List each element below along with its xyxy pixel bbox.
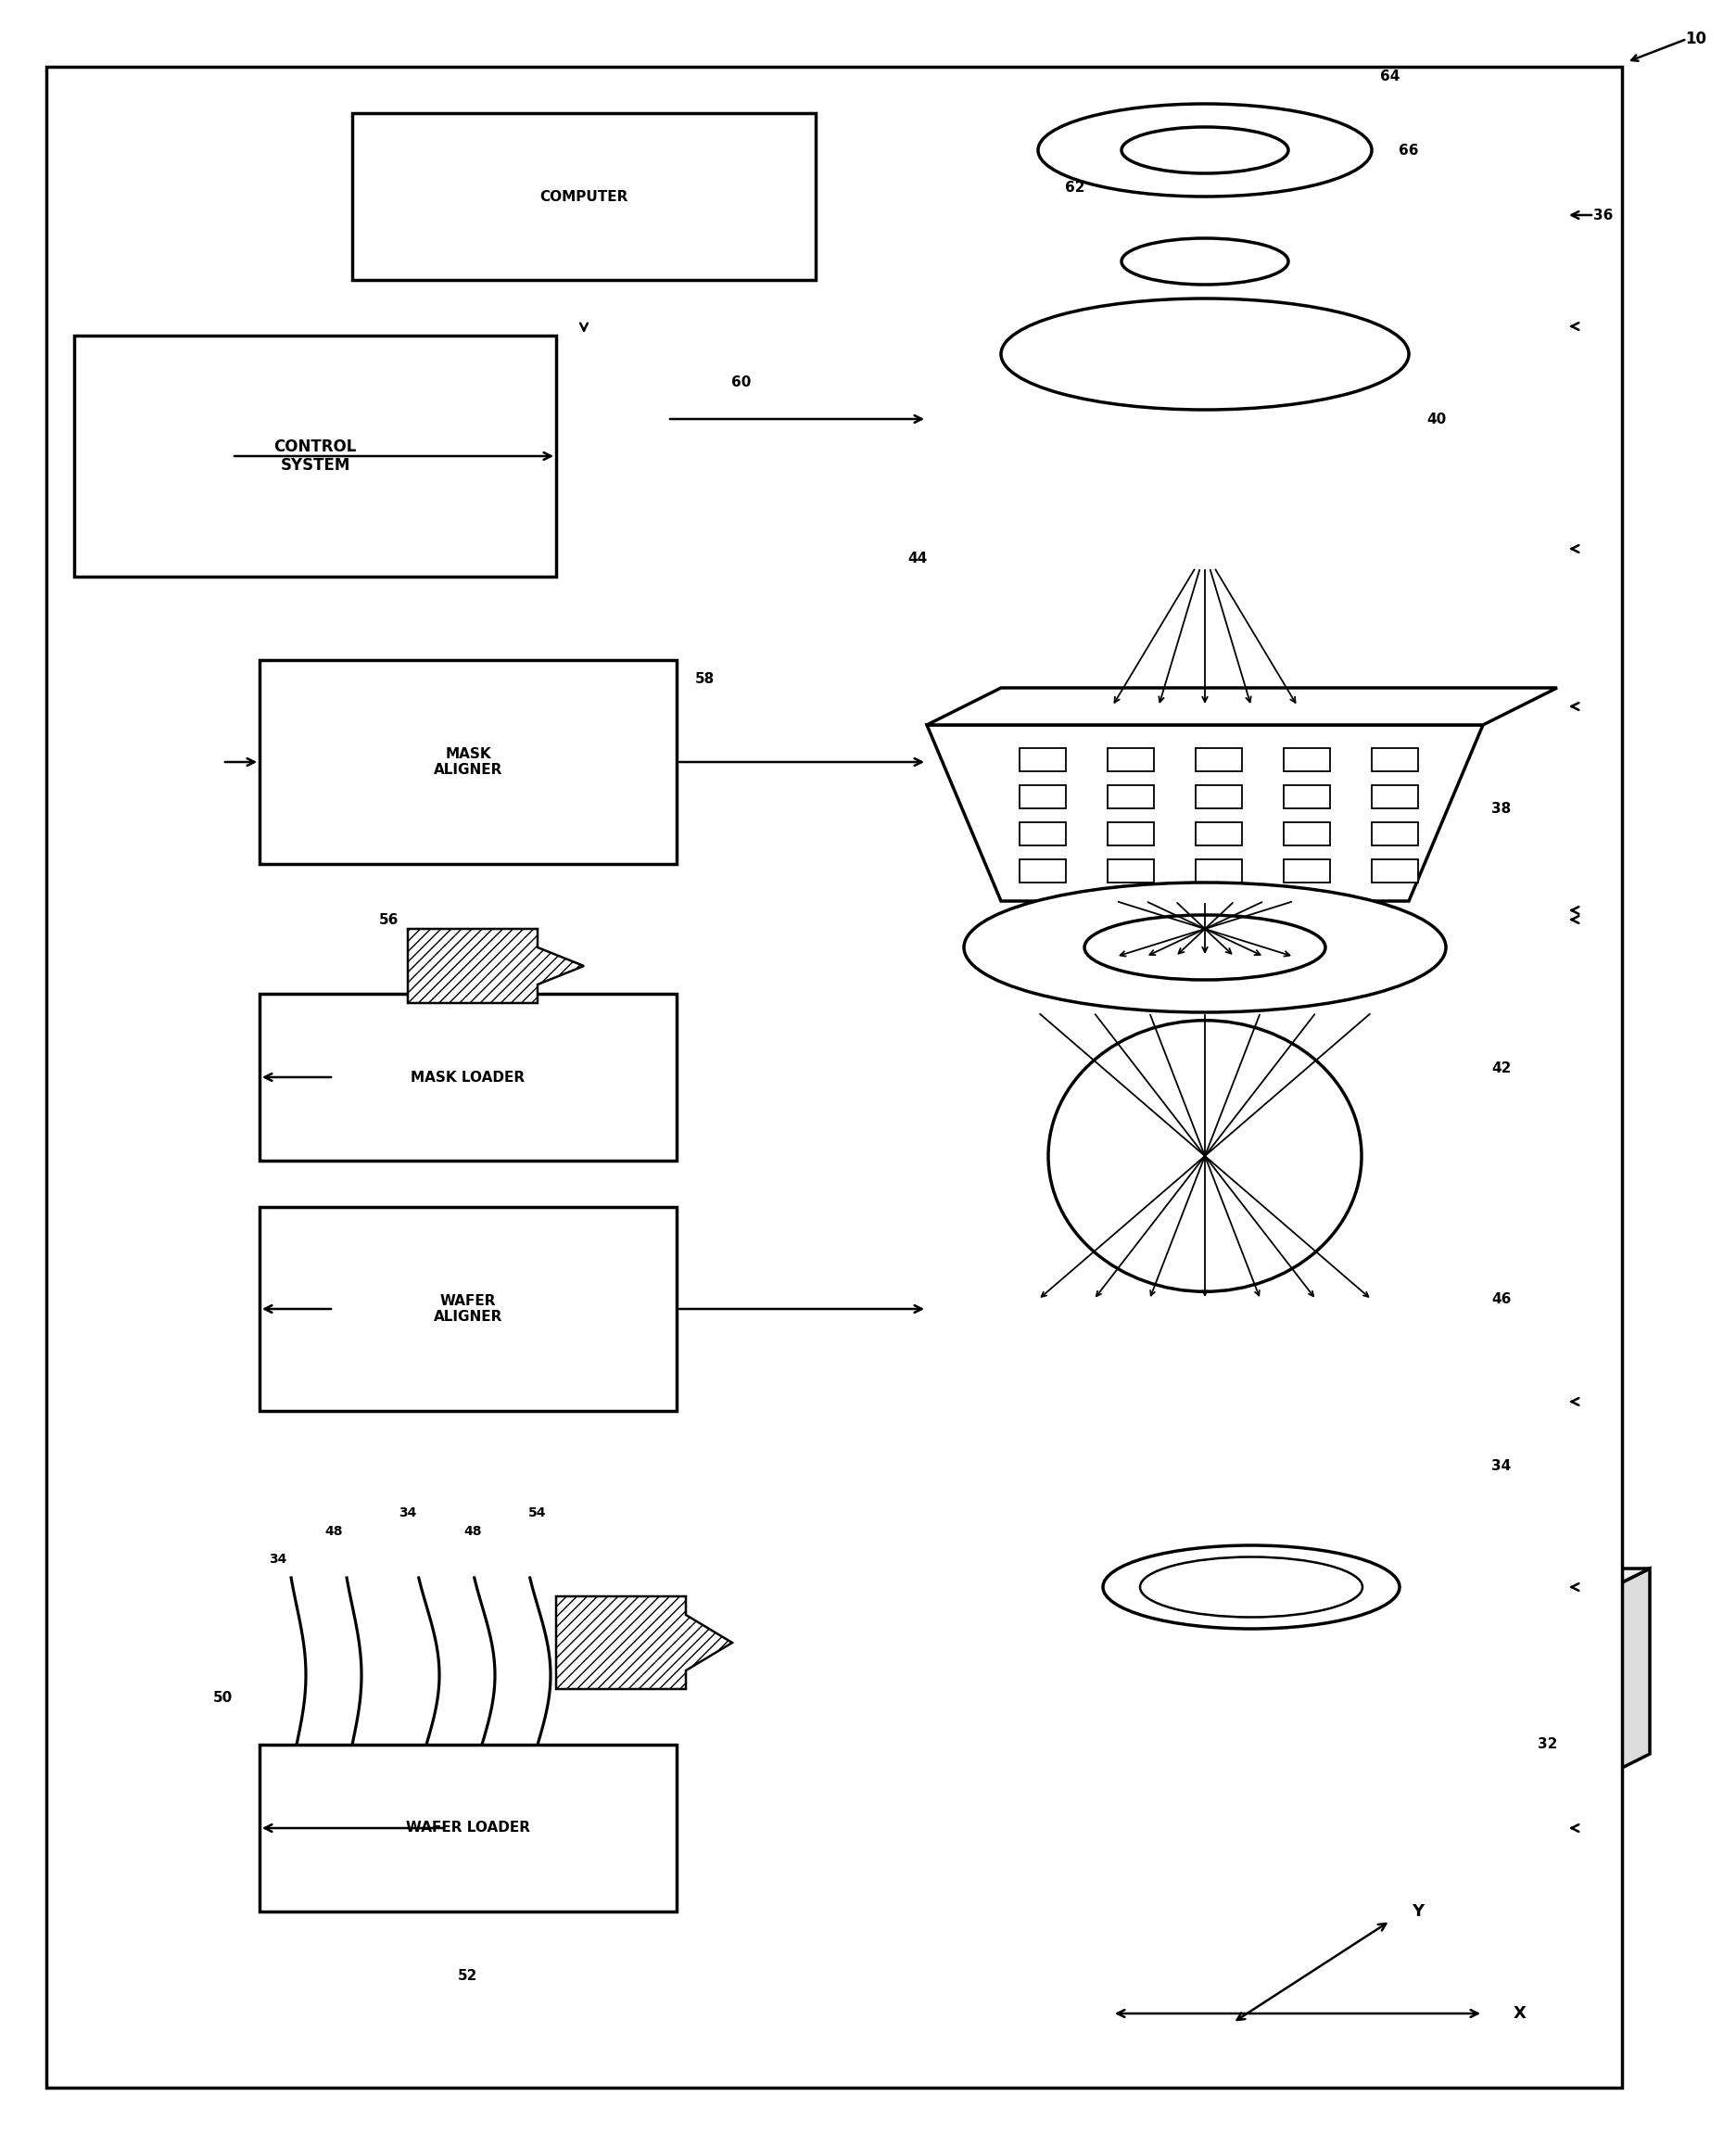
Polygon shape — [927, 726, 1483, 901]
Bar — [1196, 749, 1241, 770]
Ellipse shape — [1141, 1558, 1363, 1618]
Bar — [1371, 822, 1418, 845]
Ellipse shape — [1002, 465, 1410, 576]
Bar — [1019, 749, 1066, 770]
Polygon shape — [852, 1615, 1557, 1801]
Bar — [1371, 860, 1418, 883]
Text: 46: 46 — [1491, 1293, 1512, 1306]
Text: 66: 66 — [1399, 143, 1418, 158]
Text: Y: Y — [1411, 1904, 1424, 1921]
Text: WAFER LOADER: WAFER LOADER — [406, 1820, 529, 1835]
Bar — [1019, 822, 1066, 845]
Text: 58: 58 — [694, 672, 713, 685]
Text: 10: 10 — [1686, 30, 1706, 47]
Text: X: X — [1514, 2006, 1526, 2021]
Bar — [1019, 785, 1066, 809]
Text: 34: 34 — [399, 1507, 417, 1519]
Ellipse shape — [1038, 105, 1371, 196]
Text: 34: 34 — [1491, 1460, 1512, 1472]
Polygon shape — [408, 928, 583, 1003]
Ellipse shape — [963, 883, 1446, 1012]
Bar — [1283, 860, 1330, 883]
Bar — [259, 994, 677, 1161]
Ellipse shape — [1102, 1545, 1399, 1628]
Polygon shape — [1557, 1568, 1649, 1801]
Bar — [1196, 785, 1241, 809]
Bar — [1108, 785, 1154, 809]
Bar — [1283, 822, 1330, 845]
Text: 64: 64 — [1380, 68, 1401, 83]
Bar — [1283, 785, 1330, 809]
Text: 40: 40 — [1427, 412, 1446, 427]
Bar — [259, 1746, 677, 1912]
Text: MASK LOADER: MASK LOADER — [411, 1071, 524, 1084]
Ellipse shape — [1121, 239, 1288, 284]
Text: 38: 38 — [1491, 802, 1512, 815]
Bar — [1108, 860, 1154, 883]
Bar — [1371, 785, 1418, 809]
Ellipse shape — [1038, 216, 1371, 307]
Ellipse shape — [1085, 915, 1325, 980]
Ellipse shape — [1002, 299, 1410, 410]
Text: 52: 52 — [458, 1970, 477, 1982]
Text: 44: 44 — [908, 551, 927, 566]
Text: 54: 54 — [528, 1507, 547, 1519]
Bar — [259, 659, 677, 864]
Bar — [1196, 860, 1241, 883]
Ellipse shape — [1049, 1020, 1361, 1291]
Ellipse shape — [963, 1300, 1446, 1430]
Bar — [1108, 822, 1154, 845]
Bar — [1283, 749, 1330, 770]
Text: 36: 36 — [1594, 209, 1613, 222]
Text: 60: 60 — [731, 376, 752, 388]
Text: 48: 48 — [325, 1526, 342, 1539]
Bar — [75, 335, 556, 576]
Bar — [1196, 822, 1241, 845]
Bar — [259, 1208, 677, 1411]
Text: WAFER
ALIGNER: WAFER ALIGNER — [434, 1293, 502, 1323]
Text: 56: 56 — [380, 913, 399, 926]
Polygon shape — [852, 1568, 1649, 1615]
Bar — [1108, 749, 1154, 770]
Polygon shape — [556, 1596, 733, 1688]
Text: 62: 62 — [1066, 179, 1085, 194]
Bar — [1371, 749, 1418, 770]
Text: 34: 34 — [269, 1554, 286, 1566]
Text: CONTROL
SYSTEM: CONTROL SYSTEM — [274, 437, 356, 474]
Text: MASK
ALIGNER: MASK ALIGNER — [434, 747, 502, 777]
Bar — [1019, 860, 1066, 883]
Text: 50: 50 — [212, 1692, 233, 1705]
Ellipse shape — [1121, 128, 1288, 173]
Text: COMPUTER: COMPUTER — [540, 190, 628, 203]
Text: 48: 48 — [464, 1526, 481, 1539]
Text: 42: 42 — [1491, 1061, 1512, 1076]
Bar — [352, 113, 816, 280]
Polygon shape — [927, 687, 1557, 726]
Text: 32: 32 — [1538, 1737, 1557, 1752]
